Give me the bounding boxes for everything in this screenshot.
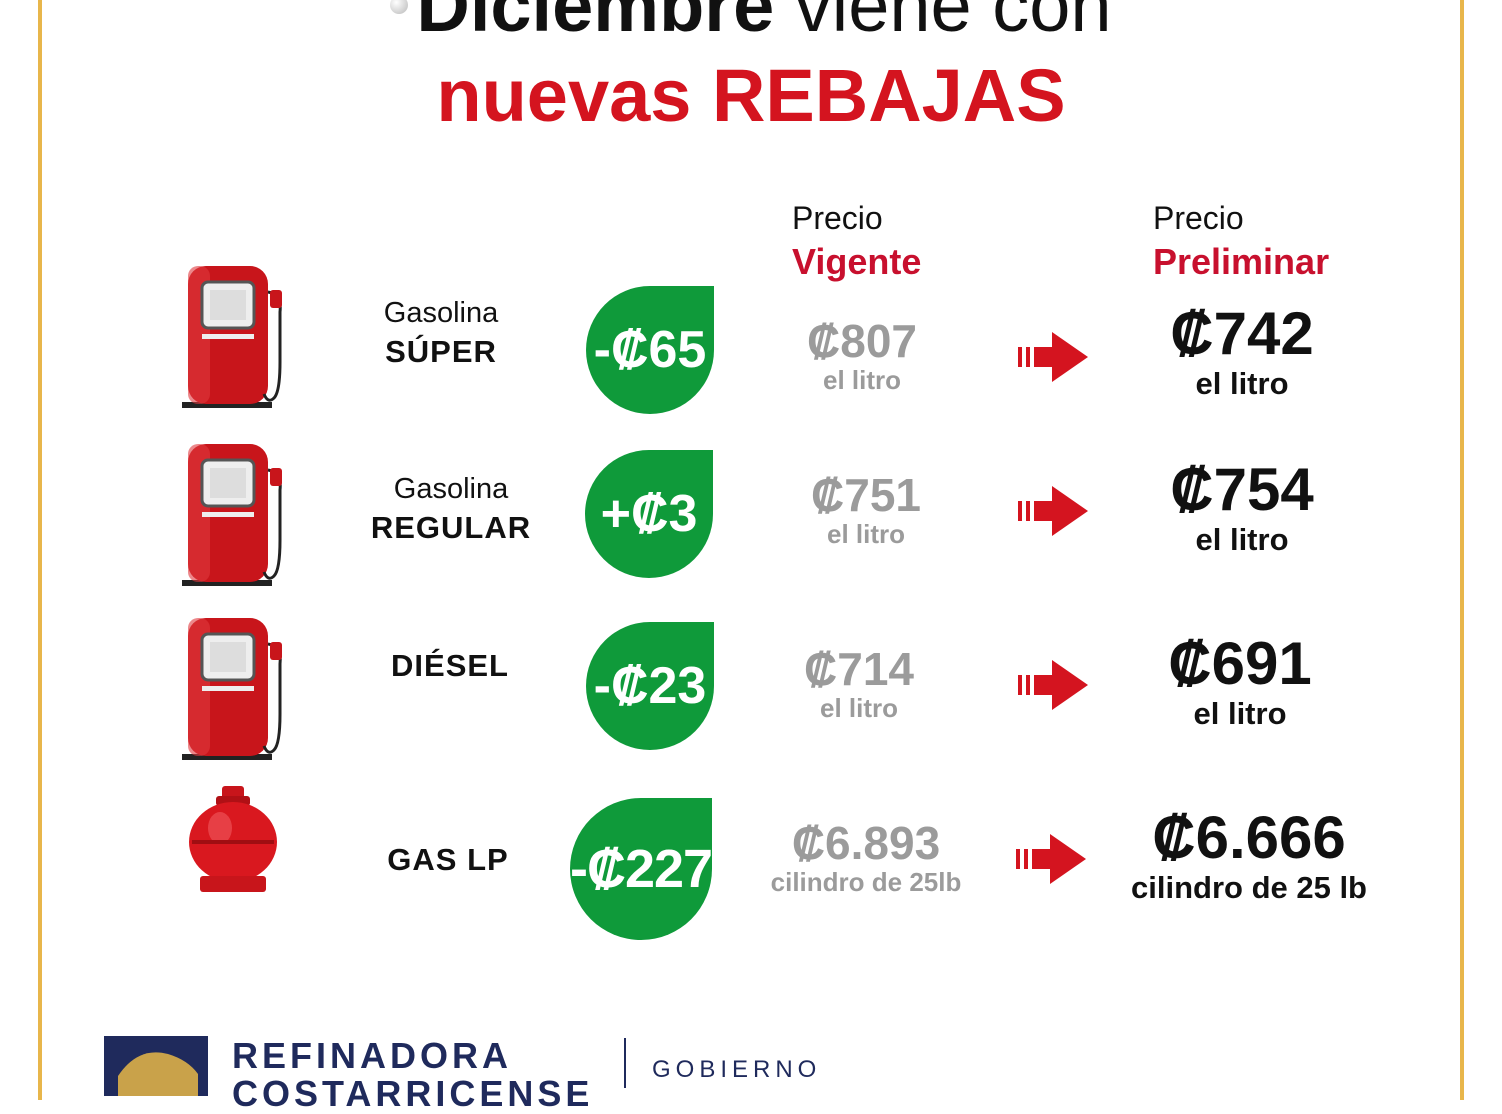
current-price-unit: el litro xyxy=(822,365,901,395)
product-name: DIÉSEL xyxy=(340,646,560,686)
fuel-pump-icon xyxy=(176,262,296,415)
government-label: GOBIERNO xyxy=(652,1056,822,1083)
header-current-price: Precio Vigente xyxy=(792,196,921,284)
fuel-pump-icon xyxy=(176,614,296,767)
current-price-value: ₡714 xyxy=(804,643,914,695)
gas-cylinder-icon xyxy=(186,784,286,901)
org-name-line1: REFINADORA xyxy=(232,1035,512,1076)
new-price: ₡691 el litro xyxy=(1090,632,1390,732)
product-name: Gasolina REGULAR xyxy=(341,470,561,548)
recope-logo xyxy=(104,1036,208,1096)
product-name-line1: Gasolina xyxy=(393,473,509,505)
new-price-value: ₡742 xyxy=(1170,300,1314,367)
new-price-value: ₡6.666 xyxy=(1152,804,1346,871)
current-price: ₡751 el litro xyxy=(756,470,976,548)
current-price-unit: el litro xyxy=(819,693,898,723)
current-price: ₡714 el litro xyxy=(749,644,969,722)
price-change-badge: -₡65 xyxy=(586,286,714,414)
price-change-value: -₡227 xyxy=(569,839,713,899)
headline-line-1: Diciembre viene con xyxy=(0,0,1502,46)
header-current-top: Precio xyxy=(792,200,883,236)
headline-month: Diciembre xyxy=(416,0,775,47)
new-price-unit: el litro xyxy=(1195,366,1289,401)
product-name: GAS LP xyxy=(338,840,558,880)
new-price-unit: el litro xyxy=(1193,696,1287,731)
current-price-unit: el litro xyxy=(826,519,905,549)
price-change-badge: -₡227 xyxy=(569,798,713,940)
price-change-badge: -₡23 xyxy=(586,622,714,750)
new-price-value: ₡754 xyxy=(1170,456,1314,523)
org-name-line2: COSTARRICENSE xyxy=(232,1073,594,1114)
header-current-bottom: Vigente xyxy=(792,241,922,282)
current-price: ₡6.893 cilindro de 25lb xyxy=(756,818,976,896)
headline-rest: viene con xyxy=(774,0,1112,47)
current-price-value: ₡807 xyxy=(807,315,917,367)
header-preliminary-bottom: Preliminar xyxy=(1153,241,1330,282)
product-name-line1: Gasolina xyxy=(383,297,499,329)
header-preliminary-top: Precio xyxy=(1153,200,1244,236)
gold-frame xyxy=(38,0,1464,1100)
new-price: ₡754 el litro xyxy=(1092,458,1392,558)
product-name-line2: DIÉSEL xyxy=(391,648,509,683)
new-price: ₡6.666 cilindro de 25 lb xyxy=(1099,806,1399,906)
product-row: GAS LP -₡227 ₡6.893 cilindro de 25lb ₡6.… xyxy=(0,784,1502,944)
product-row: Gasolina REGULAR +₡3 ₡751 el litro ₡754 … xyxy=(0,440,1502,600)
arrow-right-icon xyxy=(1016,832,1088,891)
arrow-right-icon xyxy=(1018,658,1090,717)
fuel-pump-icon xyxy=(176,440,296,593)
footer-divider xyxy=(624,1038,626,1088)
product-name-line2: SÚPER xyxy=(385,334,497,369)
headline-line-2: nuevas REBAJAS xyxy=(436,54,1066,137)
ornament-icon xyxy=(390,0,409,15)
new-price-unit: el litro xyxy=(1195,522,1289,557)
product-name-line2: REGULAR xyxy=(370,510,532,545)
current-price-value: ₡751 xyxy=(811,469,921,521)
current-price-value: ₡6.893 xyxy=(791,817,941,869)
new-price-unit: cilindro de 25 lb xyxy=(1131,870,1367,905)
current-price: ₡807 el litro xyxy=(752,316,972,394)
new-price: ₡742 el litro xyxy=(1092,302,1392,402)
product-name: Gasolina SÚPER xyxy=(331,294,551,372)
product-name-line2: GAS LP xyxy=(387,842,509,877)
arrow-right-icon xyxy=(1018,484,1090,543)
new-price-value: ₡691 xyxy=(1168,630,1312,697)
product-row: DIÉSEL -₡23 ₡714 el litro ₡691 el litro xyxy=(0,614,1502,774)
header-preliminary-price: Precio Preliminar xyxy=(1153,196,1329,284)
current-price-unit: cilindro de 25lb xyxy=(770,867,962,897)
price-change-badge: +₡3 xyxy=(585,450,713,578)
arrow-right-icon xyxy=(1018,330,1090,389)
product-row: Gasolina SÚPER -₡65 ₡807 el litro ₡742 e… xyxy=(0,262,1502,422)
